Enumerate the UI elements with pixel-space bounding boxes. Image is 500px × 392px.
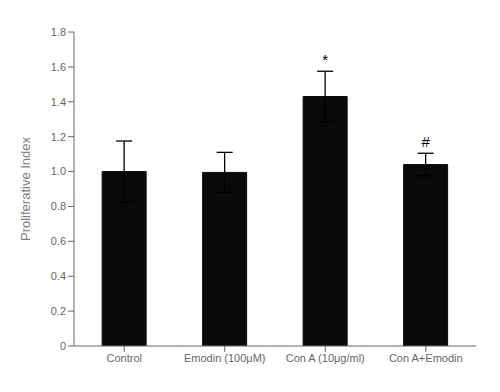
- svg-text:#: #: [421, 133, 430, 150]
- svg-text:0.8: 0.8: [51, 200, 66, 212]
- svg-text:*: *: [322, 51, 328, 68]
- svg-text:0.4: 0.4: [51, 270, 66, 282]
- svg-text:Control: Control: [107, 352, 142, 364]
- svg-text:1.0: 1.0: [51, 165, 66, 177]
- svg-text:1.6: 1.6: [51, 61, 66, 73]
- svg-text:1.4: 1.4: [51, 96, 66, 108]
- svg-text:Con A+Emodin: Con A+Emodin: [389, 352, 463, 364]
- svg-text:1.8: 1.8: [51, 26, 66, 38]
- svg-text:Proliferative Index: Proliferative Index: [18, 136, 33, 241]
- svg-text:1.2: 1.2: [51, 131, 66, 143]
- svg-text:Emodin (100μM): Emodin (100μM): [184, 352, 266, 364]
- svg-text:0: 0: [60, 340, 66, 352]
- svg-text:0.6: 0.6: [51, 235, 66, 247]
- svg-text:0.2: 0.2: [51, 305, 66, 317]
- svg-text:Con A (10μg/ml): Con A (10μg/ml): [286, 352, 365, 364]
